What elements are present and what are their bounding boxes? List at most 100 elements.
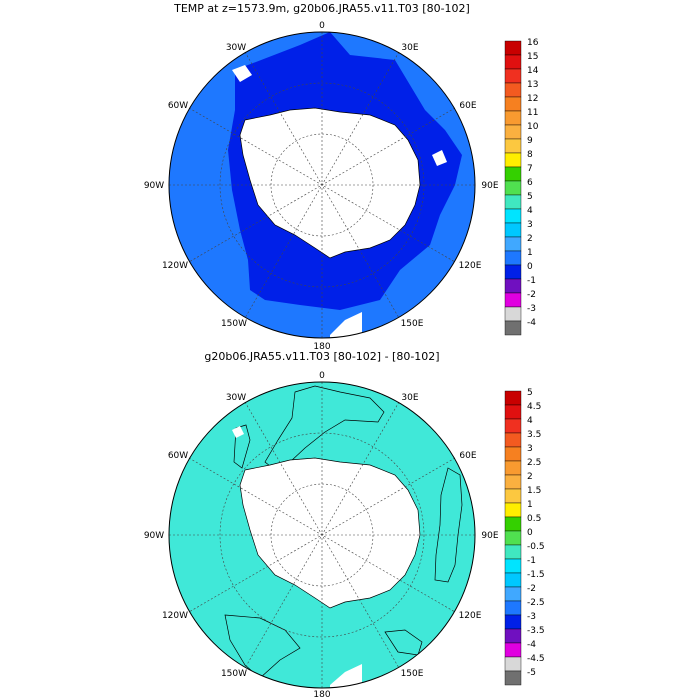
colorbar-swatch xyxy=(504,404,522,420)
lon-label-180: 180 xyxy=(313,342,330,352)
colorbar-swatch xyxy=(504,418,522,434)
lon-label-0: 0 xyxy=(319,21,325,31)
lon-label-60e: 60E xyxy=(459,101,476,111)
white-patch-north xyxy=(232,65,252,82)
colorbar-swatch xyxy=(504,600,522,616)
colorbar-swatch xyxy=(504,138,522,154)
colorbar-tick-label: -1.5 xyxy=(527,570,545,580)
colorbar-tick-label: 4 xyxy=(527,206,533,216)
colorbar-tick-label: 5 xyxy=(527,388,533,398)
positive-patch-east xyxy=(434,467,463,583)
colorbar-tick-label: -2 xyxy=(527,290,536,300)
colorbar-tick-label: 1 xyxy=(527,248,533,258)
colorbar-tick-label: 16 xyxy=(527,38,539,48)
colorbar-tick-label: 6 xyxy=(527,178,533,188)
colorbar-tick-label: -3 xyxy=(527,304,536,314)
colorbar-tick-label: 0 xyxy=(527,528,533,538)
colorbar-swatch xyxy=(504,222,522,238)
lon-label-90w: 90W xyxy=(144,531,164,541)
colorbar-tick-label: -0.5 xyxy=(527,542,545,552)
graticule xyxy=(169,32,475,338)
colorbar-tick-label: 3 xyxy=(527,220,533,230)
lon-label-0: 0 xyxy=(319,371,325,381)
lon-label-120e: 120E xyxy=(459,261,482,271)
colorbar-tick-label: -1 xyxy=(527,276,536,286)
colorbar-tick-label: 4.5 xyxy=(527,402,541,412)
colorbar-swatch xyxy=(504,278,522,294)
colorbar-swatch xyxy=(504,670,522,686)
panel-difference: g20b06.JRA55.v11.T03 [80-102] - [80-102] xyxy=(144,350,545,700)
colorbar-tick-label: -5 xyxy=(527,668,536,678)
colorbar-tick-label: 1.5 xyxy=(527,486,541,496)
colorbar-tick-label: 2.5 xyxy=(527,458,541,468)
lon-label-30e: 30E xyxy=(401,43,418,53)
colorbar-swatch xyxy=(504,264,522,280)
lon-label-180: 180 xyxy=(313,690,330,700)
colorbar-swatch xyxy=(504,194,522,210)
lon-label-60w: 60W xyxy=(168,101,188,111)
colorbar-tick-label: -1 xyxy=(527,556,536,566)
colorbar-swatch xyxy=(504,502,522,518)
panel-temperature: TEMP at z=1573.9m, g20b06.JRA55.v11.T03 … xyxy=(144,2,539,352)
colorbar-tick-label: 0.5 xyxy=(527,514,541,524)
colorbar-tick-label: 2 xyxy=(527,472,533,482)
colorbar-swatch xyxy=(504,236,522,252)
white-patch-south xyxy=(330,664,362,688)
colorbar-swatch xyxy=(504,558,522,574)
colorbar-swatch xyxy=(504,614,522,630)
lon-label-90w: 90W xyxy=(144,181,164,191)
colorbar-swatch xyxy=(504,586,522,602)
colorbar-tick-label: 7 xyxy=(527,164,533,174)
colorbar-swatch xyxy=(504,306,522,322)
colorbar-tick-label: 4 xyxy=(527,416,533,426)
colorbar-swatch xyxy=(504,68,522,84)
colorbar-swatch xyxy=(504,166,522,182)
white-patch-north xyxy=(232,426,244,438)
colorbar-tick-label: -2.5 xyxy=(527,598,545,608)
lon-label-60e: 60E xyxy=(459,451,476,461)
lon-label-150w: 150W xyxy=(221,669,247,679)
colorbar-swatch xyxy=(504,250,522,266)
colorbar-swatch xyxy=(504,40,522,56)
lon-label-60w: 60W xyxy=(168,451,188,461)
colorbar-swatch xyxy=(504,180,522,196)
colorbar-swatch xyxy=(504,460,522,476)
lon-label-90e: 90E xyxy=(481,531,498,541)
colorbar-tick-label: 3 xyxy=(527,444,533,454)
lon-label-30e: 30E xyxy=(401,393,418,403)
white-patch-south xyxy=(330,312,362,338)
colorbar-swatch xyxy=(504,390,522,406)
colorbar-tick-label: 11 xyxy=(527,108,538,118)
colorbar-swatch xyxy=(504,530,522,546)
map-boundary xyxy=(168,31,476,339)
colorbar-tick-label: 3.5 xyxy=(527,430,541,440)
colorbar-tick-label: 15 xyxy=(527,52,538,62)
colorbar-tick-label: 5 xyxy=(527,192,533,202)
colorbar-swatch xyxy=(504,110,522,126)
lon-label-90e: 90E xyxy=(481,181,498,191)
colorbar-tick-label: -3.5 xyxy=(527,626,545,636)
colorbar-swatch xyxy=(504,474,522,490)
colorbar-tick-label: 1 xyxy=(527,500,533,510)
colorbar-swatch xyxy=(504,54,522,70)
colorbar-swatch xyxy=(504,572,522,588)
white-patch-east xyxy=(432,150,447,166)
panel-title: TEMP at z=1573.9m, g20b06.JRA55.v11.T03 … xyxy=(173,2,470,15)
lon-label-150e: 150E xyxy=(401,669,424,679)
colorbar-tick-label: -4 xyxy=(527,318,536,328)
colorbar-swatch xyxy=(504,82,522,98)
colorbar-tick-label: 14 xyxy=(527,66,539,76)
colorbar-tick-label: 13 xyxy=(527,80,538,90)
lon-label-120w: 120W xyxy=(162,611,188,621)
colorbar-swatch xyxy=(504,446,522,462)
colorbar-tick-label: 12 xyxy=(527,94,538,104)
colorbar-swatch xyxy=(504,544,522,560)
colorbar-swatch xyxy=(504,124,522,140)
colorbar-tick-label: 8 xyxy=(527,150,533,160)
colorbar-tick-label: -4.5 xyxy=(527,654,545,664)
colorbar-tick-label: 2 xyxy=(527,234,533,244)
colorbar: 5 4.5 4 3.5 3 2.5 2 1.5 1 0.5 0 -0.5 -1 -1.5 -2 -2.5 -3 -… xyxy=(504,388,545,686)
colorbar-swatch xyxy=(504,656,522,672)
map-boundary xyxy=(168,381,476,689)
